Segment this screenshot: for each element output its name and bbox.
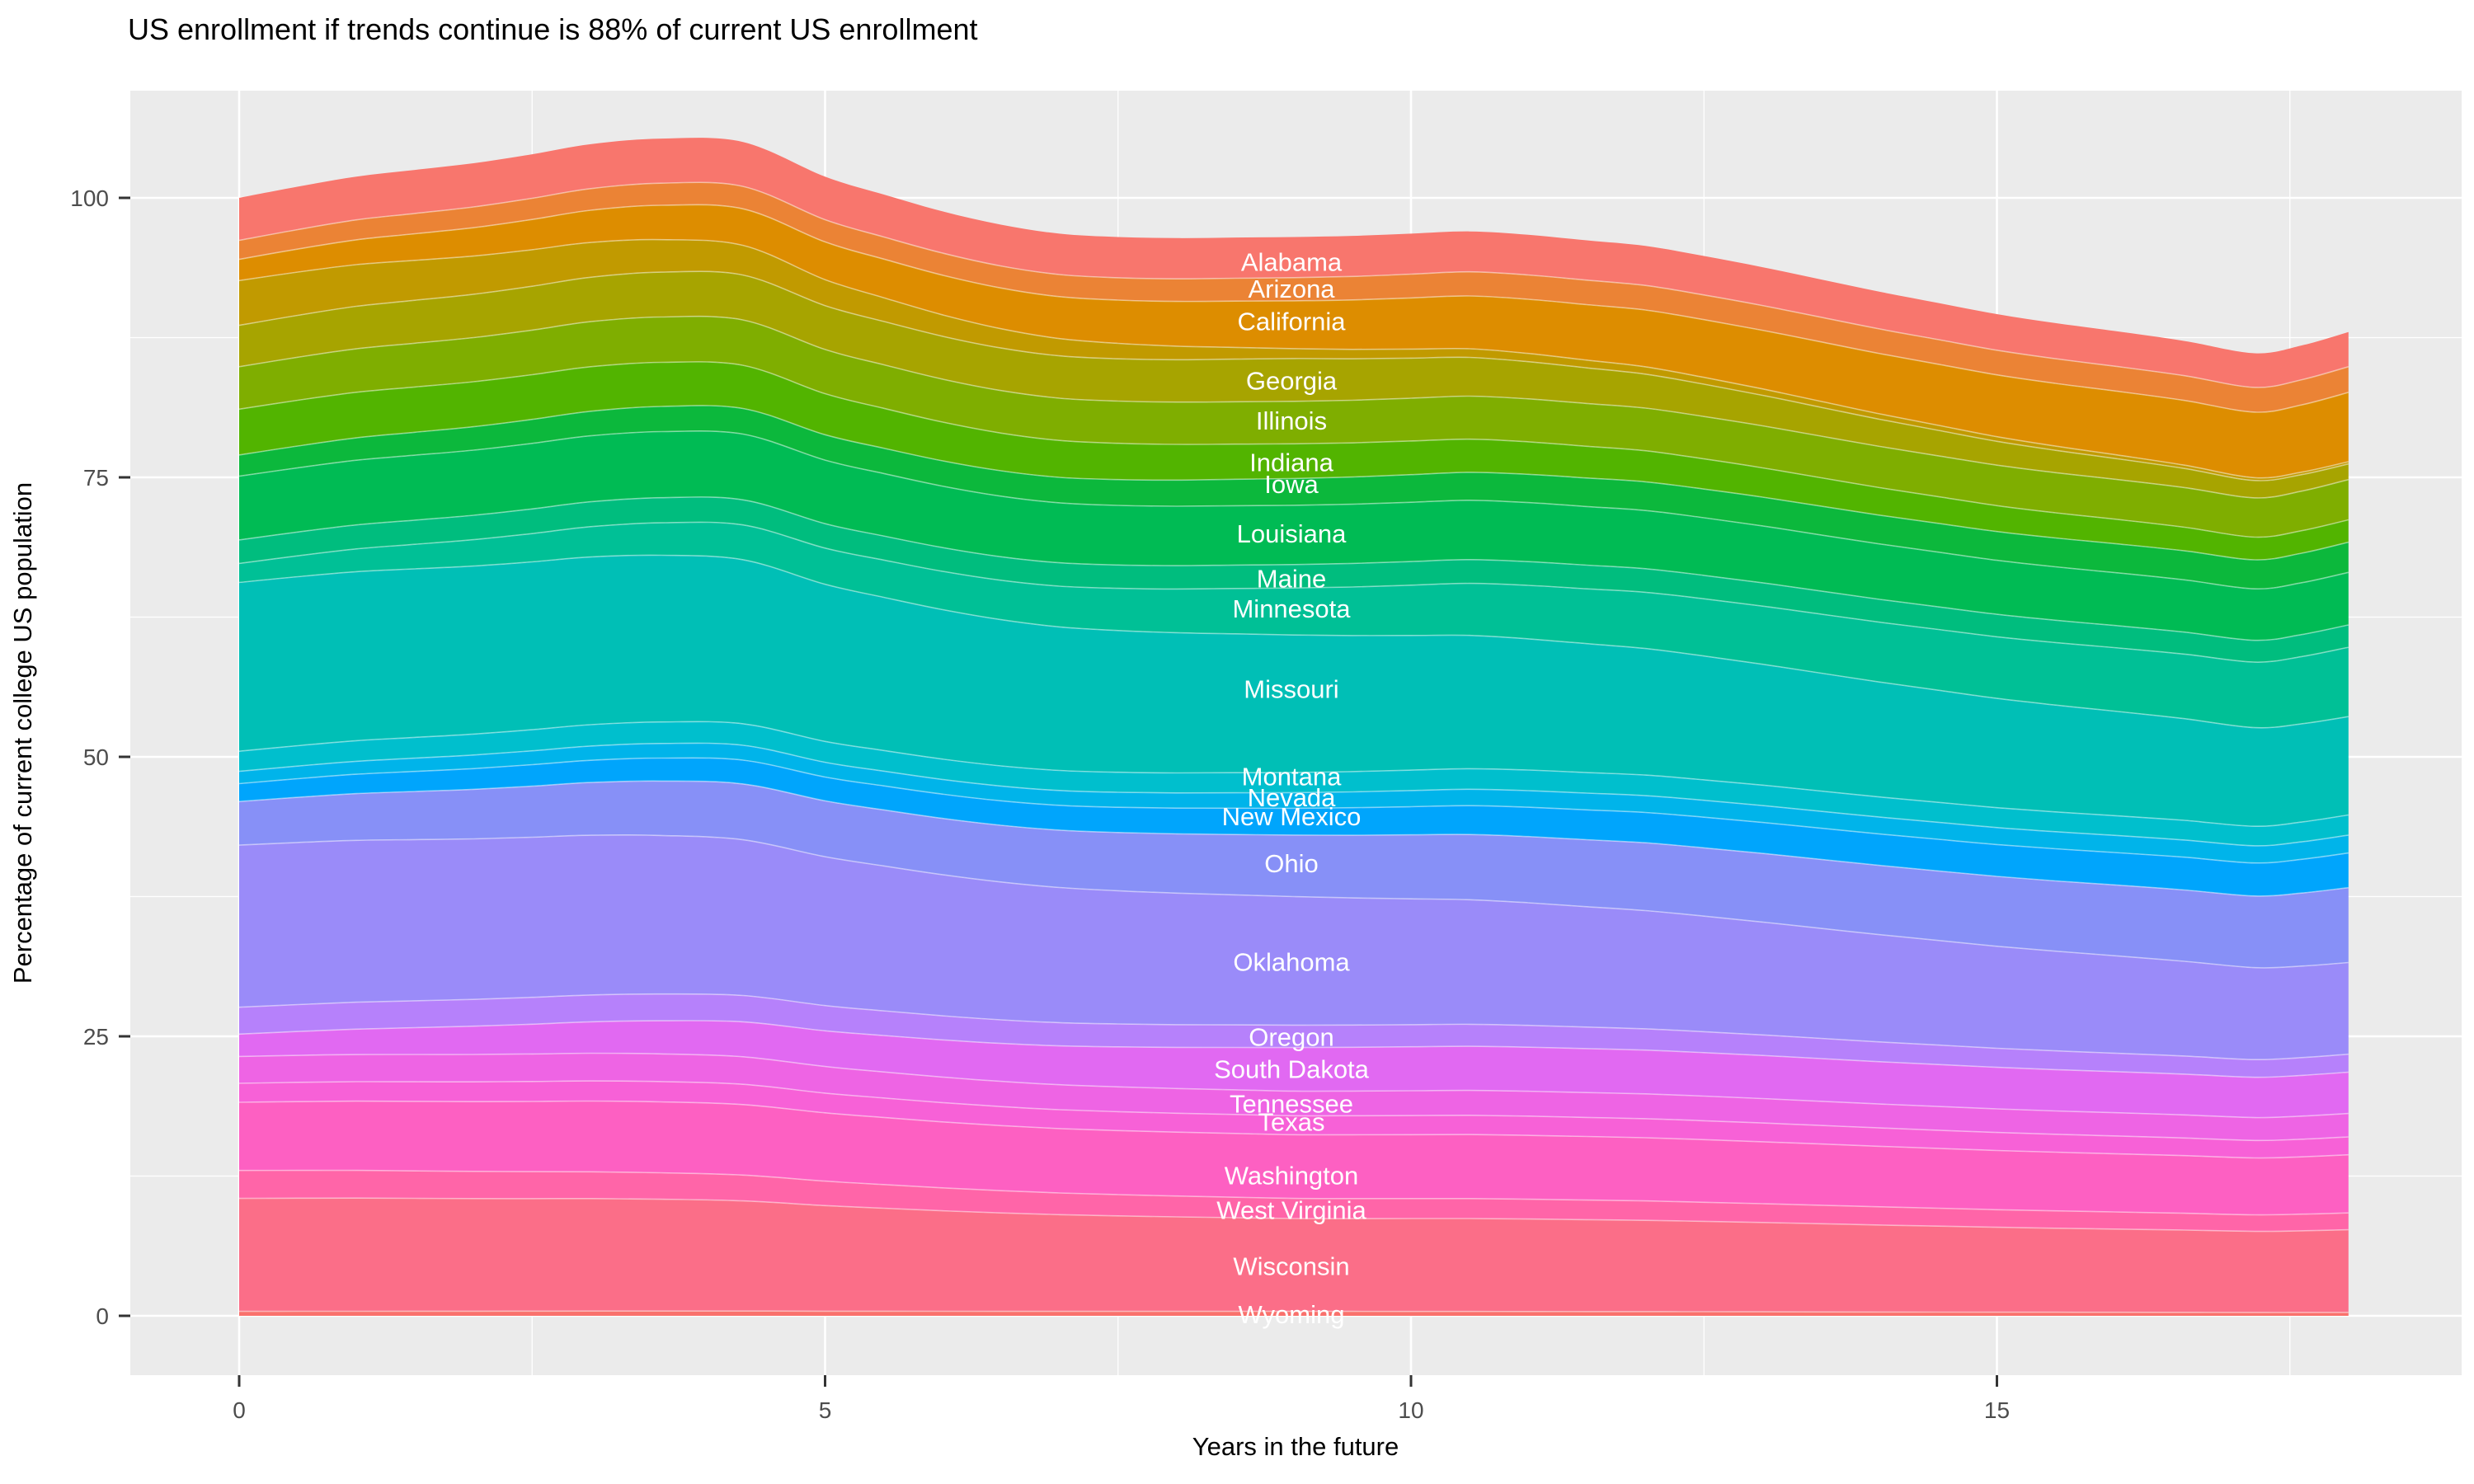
x-tick-label: 0 <box>233 1397 246 1423</box>
band-boundary-line <box>238 430 2349 590</box>
band-boundary-line <box>238 238 2349 479</box>
band-unlabeled-a <box>239 239 2349 481</box>
axis-ticks <box>119 196 1998 1387</box>
band-georgia <box>239 271 2349 498</box>
band-tennessee <box>239 1053 2349 1141</box>
state-label-new-mexico: New Mexico <box>1222 802 1362 831</box>
band-boundary-line <box>238 834 2349 969</box>
band-indiana <box>239 361 2349 561</box>
band-illinois <box>239 316 2349 538</box>
state-label-west-virginia: West Virginia <box>1216 1196 1366 1225</box>
state-label-washington: Washington <box>1225 1162 1359 1190</box>
band-boundary-line <box>238 521 2349 663</box>
y-tick-label: 50 <box>83 744 109 770</box>
band-missouri <box>239 555 2349 827</box>
x-tick-label: 15 <box>1984 1397 2010 1423</box>
band-boundary-line <box>238 361 2349 538</box>
state-label-california: California <box>1238 308 1347 336</box>
y-axis-title: Percentage of current college US populat… <box>8 482 37 984</box>
band-boundary-line <box>238 1052 2349 1119</box>
state-label-illinois: Illinois <box>1256 406 1327 435</box>
band-boundary-line <box>238 757 2349 864</box>
band-new-mexico <box>239 758 2349 896</box>
band-wisconsin <box>239 1198 2349 1313</box>
state-label-indiana: Indiana <box>1249 448 1333 477</box>
band-maine <box>239 496 2349 663</box>
state-label-louisiana: Louisiana <box>1237 519 1347 548</box>
state-label-wyoming: Wyoming <box>1239 1300 1345 1329</box>
axis-tick-labels: 0 25 50 75 100 0 5 10 15 <box>70 186 2010 1423</box>
band-washington <box>239 1101 2349 1215</box>
band-boundary-line <box>238 270 2349 481</box>
band-south-dakota <box>239 1020 2349 1118</box>
band-boundary-line <box>238 315 2349 499</box>
state-label-ohio: Ohio <box>1264 849 1318 878</box>
band-boundary-line <box>238 1020 2349 1078</box>
state-label-oregon: Oregon <box>1249 1022 1333 1051</box>
band-arizona <box>239 182 2349 412</box>
band-nevada <box>239 743 2349 863</box>
state-label-montana: Montana <box>1242 762 1342 791</box>
band-louisiana <box>239 430 2349 641</box>
band-boundary-line <box>238 780 2349 897</box>
state-label-tennessee: Tennessee <box>1230 1090 1353 1119</box>
state-label-texas: Texas <box>1258 1107 1325 1136</box>
state-label-iowa: Iowa <box>1264 470 1319 499</box>
y-tick-label: 75 <box>83 465 109 491</box>
band-boundary-line <box>238 496 2349 641</box>
y-tick-label: 100 <box>70 186 109 211</box>
state-label-minnesota: Minnesota <box>1232 594 1351 623</box>
band-west-virginia <box>239 1170 2349 1232</box>
y-tick-label: 25 <box>83 1024 109 1050</box>
band-texas <box>239 1081 2349 1158</box>
band-boundary-line <box>238 1100 2349 1159</box>
band-oregon <box>239 993 2349 1078</box>
band-montana <box>239 721 2349 846</box>
band-ohio <box>239 781 2349 968</box>
band-minnesota <box>239 522 2349 728</box>
band-boundary-line <box>238 181 2349 388</box>
x-axis-title: Years in the future <box>1192 1432 1399 1461</box>
band-california <box>239 204 2349 478</box>
band-boundary-line <box>238 554 2349 729</box>
band-boundary-line <box>238 1310 2349 1313</box>
state-label-arizona: Arizona <box>1248 275 1335 303</box>
band-boundary-line <box>238 204 2349 413</box>
band-boundary-line <box>238 1197 2349 1233</box>
chart-title: US enrollment if trends continue is 88% … <box>128 12 977 46</box>
state-label-south-dakota: South Dakota <box>1214 1055 1370 1084</box>
x-tick-label: 10 <box>1398 1397 1423 1423</box>
band-alabama <box>239 138 2349 387</box>
state-label-missouri: Missouri <box>1244 675 1338 704</box>
state-label-georgia: Georgia <box>1246 366 1338 395</box>
band-iowa <box>239 405 2349 589</box>
band-wyoming <box>239 1311 2349 1316</box>
band-boundary-line <box>238 742 2349 847</box>
band-boundary-line <box>238 993 2349 1061</box>
x-tick-label: 5 <box>819 1397 832 1423</box>
band-boundary-line <box>238 405 2349 561</box>
state-label-wisconsin: Wisconsin <box>1233 1252 1349 1280</box>
y-tick-label: 0 <box>96 1303 109 1329</box>
band-boundary-line <box>238 1169 2349 1216</box>
state-label-alabama: Alabama <box>1241 248 1343 277</box>
band-oklahoma <box>239 834 2349 1060</box>
band-boundary-line <box>238 721 2349 828</box>
state-label-oklahoma: Oklahoma <box>1233 948 1350 977</box>
stacked-area-bands <box>238 138 2349 1316</box>
band-boundary-line <box>238 1080 2349 1142</box>
state-label-maine: Maine <box>1257 564 1326 593</box>
state-label-nevada: Nevada <box>1248 783 1337 812</box>
